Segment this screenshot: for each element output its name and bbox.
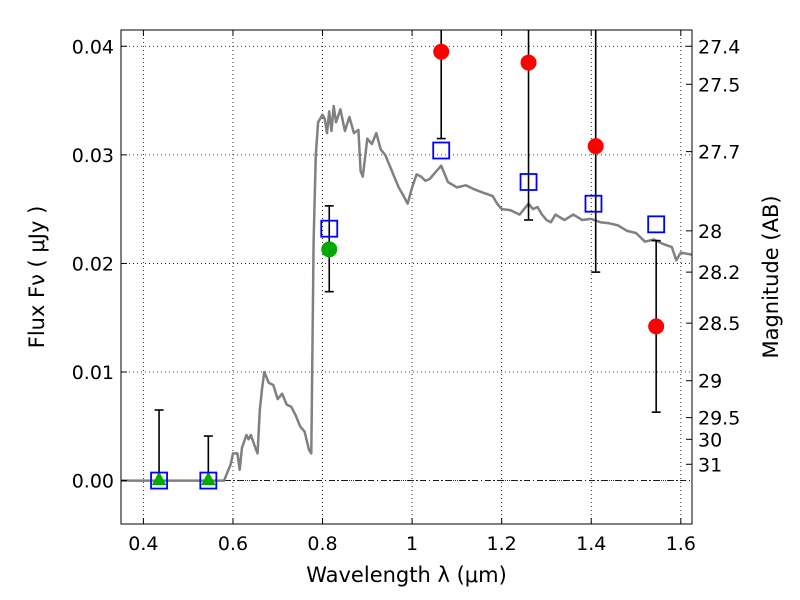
right-tick-label: 28.2 [698, 262, 740, 284]
axis-ticks: 0.4 0.6 0.8 1 1.2 1.4 1.6 0.00 0.01 0.02 0.03 0.04 2… [72, 30, 740, 555]
model-photometry-square [519, 173, 538, 191]
model-photometry-square [150, 471, 168, 490]
right-tick-label: 27.7 [698, 142, 740, 164]
x-axis-label: Wavelength λ (μm) [306, 563, 507, 587]
observed-point [433, 43, 450, 60]
x-tick-label: 0.6 [218, 533, 248, 555]
y-tick-label: 0.04 [72, 36, 114, 58]
upper-limit-triangle [151, 471, 167, 486]
right-axis-label: Magnitude (AB) [759, 195, 783, 358]
right-tick-label: 28 [698, 221, 722, 243]
observed-point [648, 318, 665, 335]
observed-point [587, 138, 604, 155]
right-tick-label: 28.5 [698, 313, 740, 335]
right-tick-label: 30 [698, 429, 722, 451]
data-markers [150, 43, 666, 490]
plot-frame [120, 29, 693, 525]
y-tick-label: 0.02 [72, 253, 114, 275]
x-tick-label: 0.8 [307, 533, 337, 555]
x-tick-label: 1.2 [487, 533, 517, 555]
right-tick-label: 29.5 [698, 408, 740, 430]
model-spectrum-line [121, 104, 693, 482]
model-photometry-square [647, 215, 666, 234]
y-axis-label: Flux Fν ( μJy ) [25, 206, 49, 349]
model-photometry-square [584, 194, 603, 213]
upper-limit-point [321, 241, 338, 258]
x-tick-label: 1.4 [576, 533, 606, 555]
right-tick-label: 31 [698, 454, 722, 476]
model-photometry-square [320, 219, 339, 238]
y-tick-label: 0.01 [72, 362, 114, 384]
right-tick-label: 27.5 [698, 74, 740, 96]
model-photometry-square [199, 471, 218, 490]
model-photometry-square [432, 141, 451, 160]
x-tick-label: 0.4 [128, 533, 158, 555]
right-tick-label: 29 [698, 371, 722, 393]
x-tick-label: 1 [406, 533, 418, 555]
x-tick-label: 1.6 [666, 533, 696, 555]
y-tick-label: 0.00 [72, 471, 114, 493]
y-tick-label: 0.03 [72, 145, 114, 167]
upper-limit-triangle [200, 471, 216, 486]
observed-point [520, 54, 537, 71]
right-tick-label: 27.4 [698, 36, 740, 58]
model-spectrum [121, 104, 693, 482]
